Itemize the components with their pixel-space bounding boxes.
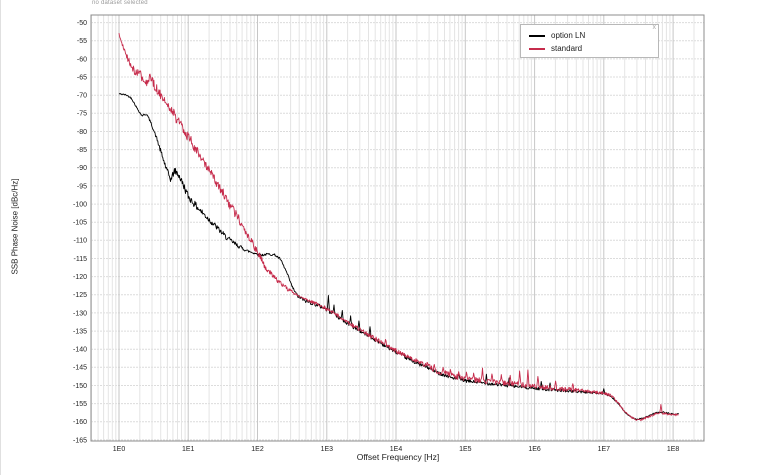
y-tick-label: -110 (74, 238, 88, 245)
y-tick-label: -75 (77, 111, 87, 118)
legend-close-icon[interactable]: x (652, 24, 657, 31)
legend-swatch-option-ln (529, 34, 545, 37)
y-tick-label: -145 (73, 365, 87, 372)
x-tick-label: 1E3 (321, 446, 334, 453)
y-tick-label: -165 (73, 437, 87, 444)
legend-item-option-ln: option LN (529, 29, 652, 42)
legend[interactable]: x option LN standard (520, 24, 659, 58)
x-tick-label: 1E6 (528, 446, 541, 453)
legend-item-standard: standard (529, 42, 652, 55)
status-note: no dataset selected (92, 0, 148, 6)
y-tick-label: -85 (77, 147, 87, 154)
y-tick-label: -130 (73, 310, 87, 317)
x-axis-tick-labels: 1E0 1E1 1E2 1E3 1E4 1E5 1E6 1E7 1E8 (113, 446, 680, 453)
x-tick-label: 1E8 (667, 446, 680, 453)
plot-frame (90, 14, 705, 442)
x-tick-label: 1E7 (598, 446, 611, 453)
y-tick-label: -120 (73, 274, 87, 281)
series-line-option-ln (118, 93, 679, 421)
y-tick-label: -160 (73, 419, 87, 426)
y-tick-label: -150 (73, 383, 87, 390)
x-tick-label: 1E5 (459, 446, 472, 453)
y-tick-label: -115 (74, 256, 88, 263)
series-layer (118, 33, 679, 421)
x-tick-label: 1E1 (182, 446, 195, 453)
y-tick-label: -55 (77, 38, 87, 45)
x-axis-title: Offset Frequency [Hz] (356, 452, 440, 462)
major-vertical-gridlines (118, 15, 674, 441)
x-tick-label: 1E0 (113, 446, 126, 453)
y-tick-label: -60 (77, 56, 87, 63)
y-tick-label: -90 (77, 165, 87, 172)
y-axis-title: SSB Phase Noise [dBc/Hz] (10, 178, 20, 275)
y-tick-label: -135 (73, 329, 87, 336)
y-axis-tick-labels: -50 -55 -60 -65 -70 -75 -80 -85 -90 -95 -100 -105 -1… (73, 20, 87, 444)
x-tick-label: 1E4 (390, 446, 403, 453)
y-tick-label: -50 (77, 20, 87, 27)
horizontal-gridlines (91, 22, 704, 441)
legend-label-option-ln: option LN (551, 30, 586, 40)
y-tick-label: -95 (77, 183, 87, 190)
legend-swatch-standard (529, 47, 545, 50)
y-tick-label: -100 (73, 202, 87, 209)
y-tick-label: -70 (77, 93, 87, 100)
y-tick-label: -65 (77, 74, 87, 81)
series-line-standard (118, 33, 679, 421)
y-tick-label: -105 (73, 220, 87, 227)
y-tick-label: -80 (77, 129, 87, 136)
x-tick-label: 1E2 (251, 446, 264, 453)
y-tick-label: -155 (73, 401, 87, 408)
y-tick-label: -125 (73, 292, 87, 299)
legend-label-standard: standard (551, 43, 583, 53)
y-tick-label: -140 (73, 347, 87, 354)
